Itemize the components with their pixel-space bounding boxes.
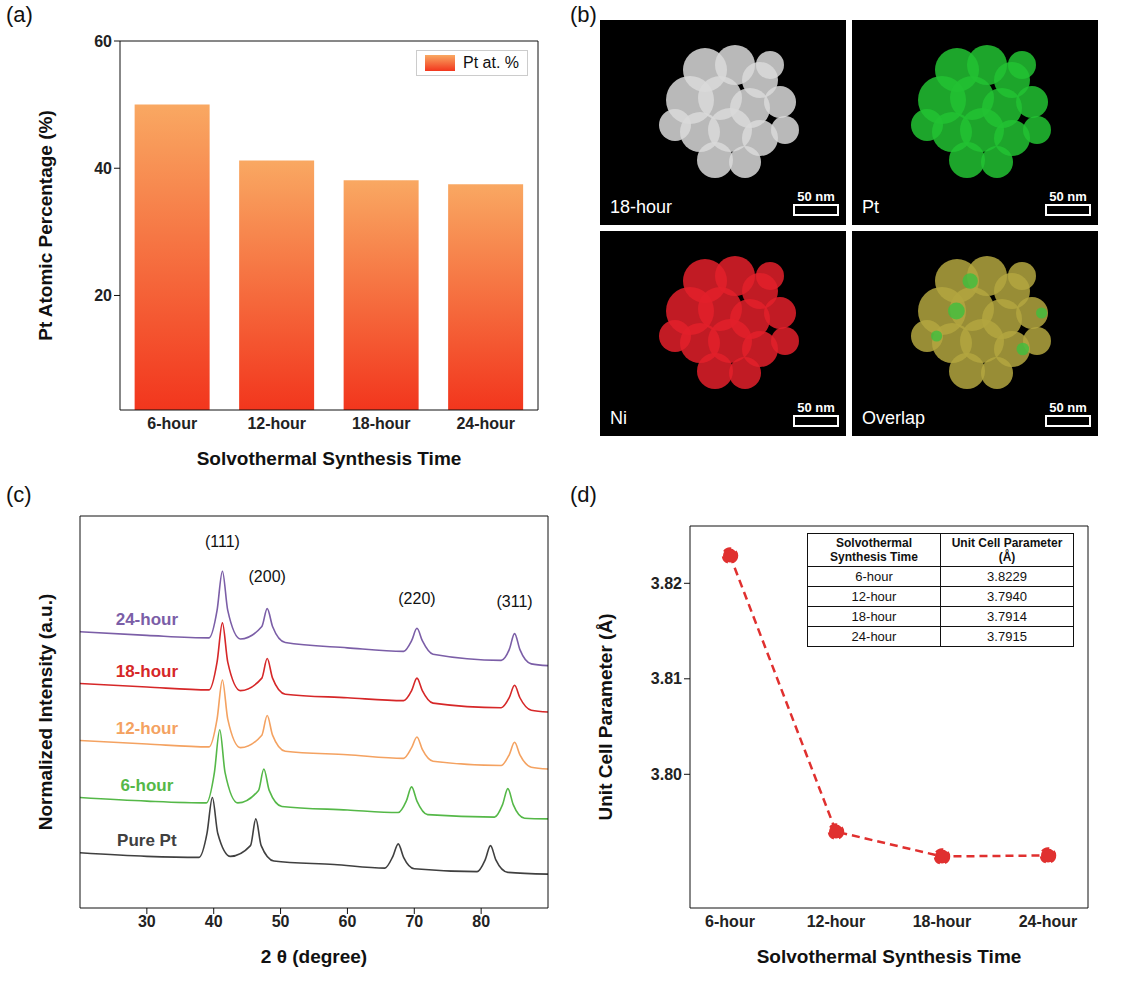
html-text:Pt at. %: Pt at. %: [463, 54, 519, 71]
html-text:Unit Cell Parameter (Å): Unit Cell Parameter (Å): [951, 536, 1063, 564]
html-text:(b): (b): [570, 2, 597, 27]
svg-text:3.80: 3.80: [651, 766, 682, 783]
svg-text:Pure Pt: Pure Pt: [117, 831, 177, 850]
svg-text:60: 60: [339, 913, 357, 930]
svg-text:(311): (311): [496, 593, 532, 610]
svg-text:12-hour: 12-hour: [807, 913, 866, 930]
svg-text:Overlap: Overlap: [862, 408, 925, 428]
svg-text:Pt Atomic Percentage (%): Pt Atomic Percentage (%): [35, 110, 56, 341]
svg-text:2 θ (degree): 2 θ (degree): [261, 946, 367, 967]
svg-text:Ni: Ni: [610, 408, 627, 428]
svg-text:12-hour: 12-hour: [247, 415, 306, 432]
html-text:6-hour: 6-hour: [855, 569, 893, 584]
svg-text:3.81: 3.81: [651, 670, 682, 687]
svg-text:24-hour: 24-hour: [116, 610, 179, 629]
svg-text:20: 20: [94, 287, 112, 304]
svg-text:50: 50: [272, 913, 290, 930]
html-text:24-hour: 24-hour: [851, 629, 897, 644]
svg-text:(220): (220): [398, 590, 435, 607]
html-text:12-hour: 12-hour: [851, 589, 897, 604]
html-text:(d): (d): [570, 482, 597, 507]
svg-text:Normalized Intensity (a.u.): Normalized Intensity (a.u.): [35, 594, 56, 830]
svg-text:Pt: Pt: [862, 197, 879, 217]
html-text:3.8229: 3.8229: [987, 569, 1027, 584]
svg-text:40: 40: [94, 160, 112, 177]
svg-text:Solvothermal Synthesis Time: Solvothermal Synthesis Time: [757, 946, 1022, 967]
svg-text:70: 70: [405, 913, 423, 930]
svg-text:18-hour: 18-hour: [352, 415, 411, 432]
svg-text:50 nm: 50 nm: [797, 189, 835, 204]
svg-text:60: 60: [94, 33, 112, 50]
html-text:Solvothermal Synthesis Time: Solvothermal Synthesis Time: [830, 536, 918, 564]
svg-text:24-hour: 24-hour: [456, 415, 515, 432]
svg-text:(111): (111): [205, 533, 240, 550]
svg-text:24-hour: 24-hour: [1019, 913, 1078, 930]
svg-text:18-hour: 18-hour: [913, 913, 972, 930]
svg-text:6-hour: 6-hour: [120, 776, 173, 795]
svg-text:6-hour: 6-hour: [147, 415, 197, 432]
svg-text:80: 80: [472, 913, 490, 930]
html-text:18-hour: 18-hour: [851, 609, 897, 624]
svg-text:6-hour: 6-hour: [705, 913, 755, 930]
svg-text:30: 30: [138, 913, 156, 930]
svg-text:50 nm: 50 nm: [797, 400, 835, 415]
svg-text:Unit Cell Parameter (Å): Unit Cell Parameter (Å): [595, 614, 616, 821]
html-text:3.7915: 3.7915: [987, 629, 1027, 644]
svg-text:40: 40: [205, 913, 223, 930]
svg-text:50 nm: 50 nm: [1049, 400, 1087, 415]
svg-text:Solvothermal Synthesis Time: Solvothermal Synthesis Time: [197, 448, 462, 469]
html-text:3.7914: 3.7914: [987, 609, 1027, 624]
svg-text:18-hour: 18-hour: [116, 662, 179, 681]
svg-text:50 nm: 50 nm: [1049, 189, 1087, 204]
html-text:(c): (c): [6, 482, 32, 507]
svg-text:18-hour: 18-hour: [610, 197, 672, 217]
html-text:3.7940: 3.7940: [987, 589, 1027, 604]
html-text:(a): (a): [6, 2, 33, 27]
svg-text:3.82: 3.82: [651, 575, 682, 592]
svg-text:(200): (200): [249, 568, 286, 585]
svg-text:12-hour: 12-hour: [116, 719, 179, 738]
